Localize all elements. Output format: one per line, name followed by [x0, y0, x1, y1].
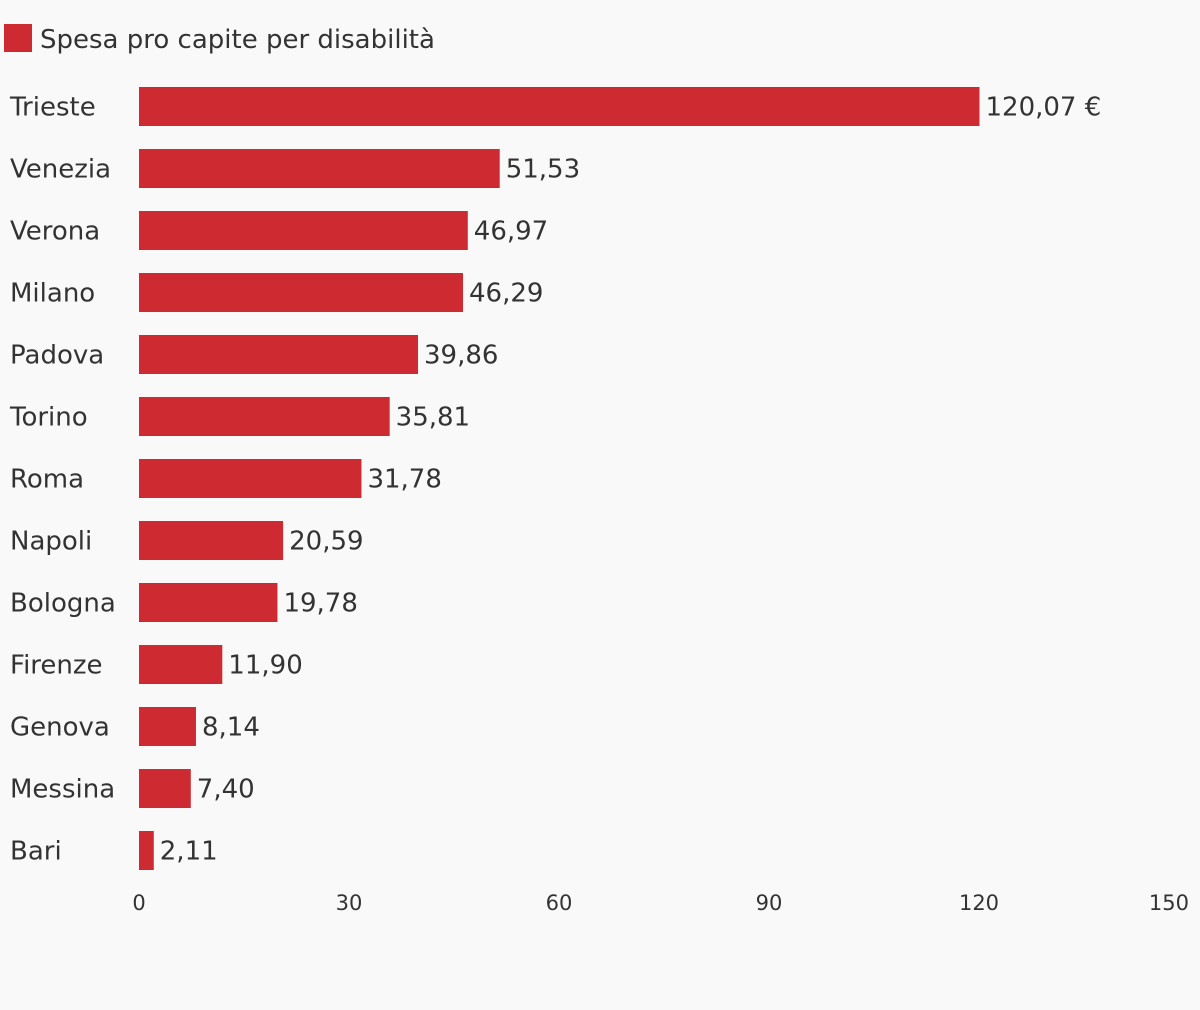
- category-label: Napoli: [10, 527, 92, 557]
- value-label: 120,07 €: [985, 93, 1101, 123]
- bar: [139, 521, 284, 560]
- bar: [139, 645, 223, 684]
- value-label: 11,90: [228, 651, 302, 681]
- bar: [139, 397, 390, 436]
- category-label: Venezia: [10, 155, 111, 185]
- value-label: 20,59: [289, 527, 363, 557]
- value-label: 19,78: [283, 589, 357, 619]
- bar: [139, 459, 362, 498]
- category-label: Bari: [10, 837, 62, 867]
- bar: [139, 149, 500, 188]
- x-tick-label: 30: [336, 891, 363, 915]
- value-label: 46,97: [474, 217, 548, 247]
- legend-swatch: [4, 24, 32, 52]
- x-tick-label: 150: [1149, 891, 1189, 915]
- value-label: 46,29: [469, 279, 543, 309]
- category-label: Verona: [10, 217, 100, 247]
- category-label: Messina: [10, 775, 115, 805]
- bar: [139, 831, 154, 870]
- value-label: 31,78: [367, 465, 441, 495]
- bar: [139, 335, 419, 374]
- bar: [139, 707, 196, 746]
- category-label: Roma: [10, 465, 84, 495]
- bar: [139, 273, 464, 312]
- x-tick-label: 60: [546, 891, 573, 915]
- value-label: 8,14: [202, 713, 260, 743]
- x-tick-label: 90: [756, 891, 783, 915]
- category-label: Padova: [10, 341, 104, 371]
- x-tick-label: 120: [959, 891, 999, 915]
- category-label: Genova: [10, 713, 110, 743]
- bar: [139, 583, 278, 622]
- category-label: Firenze: [10, 651, 103, 681]
- value-label: 7,40: [197, 775, 255, 805]
- value-label: 35,81: [396, 403, 470, 433]
- category-label: Milano: [10, 279, 95, 309]
- x-tick-label: 0: [132, 891, 145, 915]
- legend: Spesa pro capite per disabilità: [4, 24, 435, 55]
- value-label: 51,53: [506, 155, 580, 185]
- bar: [139, 87, 980, 126]
- bar: [139, 769, 191, 808]
- category-label: Torino: [9, 403, 88, 433]
- value-label: 2,11: [160, 837, 218, 867]
- bar: [139, 211, 468, 250]
- legend-label: Spesa pro capite per disabilità: [40, 25, 435, 55]
- category-label: Bologna: [10, 589, 116, 619]
- value-label: 39,86: [424, 341, 498, 371]
- category-label: Trieste: [9, 93, 96, 123]
